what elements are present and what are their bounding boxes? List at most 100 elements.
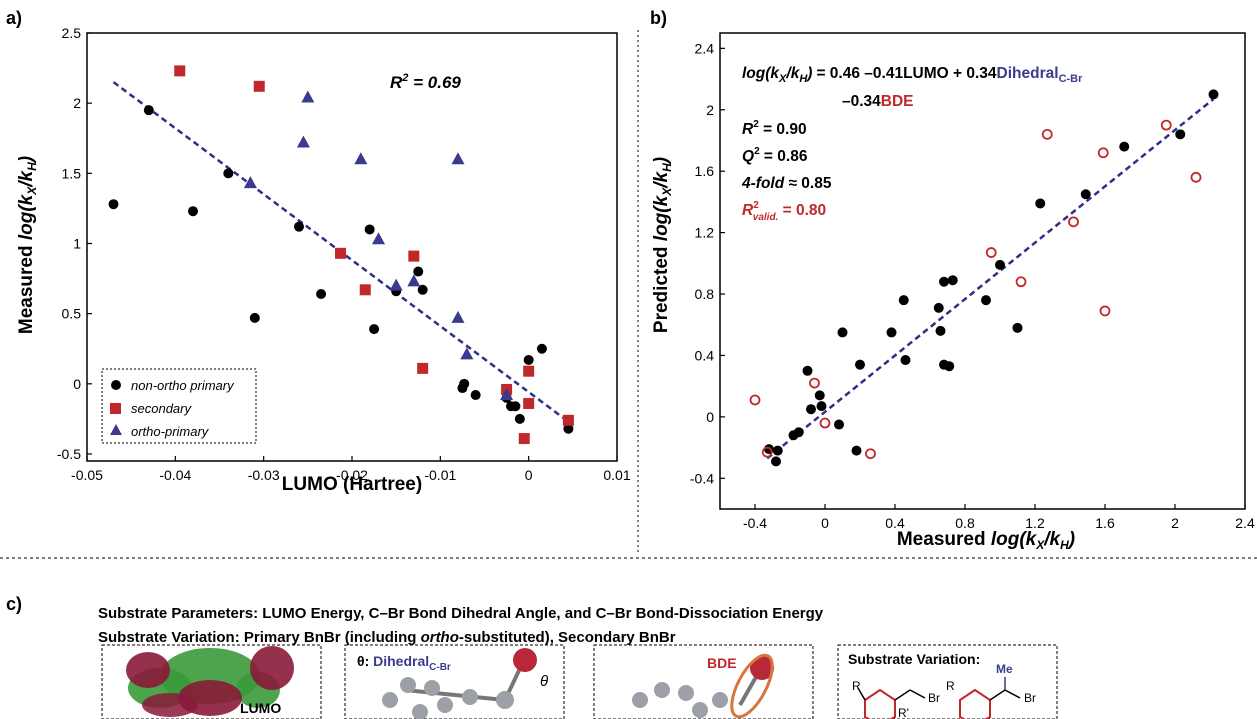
validation-point [1041,128,1053,140]
y-tick-label: 1 [73,235,81,251]
legend-marker-circle [111,380,121,390]
x-tick-label: 1.6 [1095,515,1115,531]
lumo-orbital-image [126,646,294,717]
training-point [1035,198,1046,209]
x-tick-label: 0 [525,467,533,483]
training-point [944,361,955,372]
panel-c-line2-post: -substituted), Secondary BnBr [458,629,676,646]
y-tick-label: 0 [73,376,81,392]
chart-b-stat-q2: Q2 = 0.86 [742,146,808,165]
chart-a-xlabel: LUMO (Hartree) [282,474,422,495]
non-ortho-primary-point [316,289,327,300]
secondary-point [359,284,371,296]
legend-label-ortho: ortho-primary [131,424,210,439]
bde-label: BDE [707,655,737,671]
substrate-br-label-1: Br [928,691,940,705]
training-point [898,295,909,306]
x-tick-label: 1.2 [1025,515,1045,531]
validation-point [1068,216,1079,228]
ortho-primary-point [389,278,403,291]
training-point [1208,89,1219,100]
ortho-primary-point [296,135,310,148]
panel-c-line2-em: ortho [420,629,459,646]
legend-marker-triangle [110,424,122,435]
chart-b-points [749,89,1219,467]
panel-c: LUMO θ: DihedralC-Br θ [101,644,1058,719]
non-ortho-primary-point [459,378,470,389]
chart-b-equation-line1: log(kX/kH) = 0.46 –0.41LUMO + 0.34Dihedra… [742,65,1083,85]
panel-c-line1: Substrate Parameters: LUMO Energy, C–Br … [98,605,824,622]
dihedral-molecule-image [382,648,537,719]
bde-molecule-image [632,653,774,719]
non-ortho-primary-point [294,221,304,232]
chart-a-points [108,65,574,445]
training-point [814,390,825,401]
ortho-primary-point [451,310,465,323]
secondary-point [523,365,535,377]
chart-b-stat-r2: R2 = 0.90 [742,119,807,138]
ortho-primary-point [372,232,385,245]
secondary-point [253,80,265,92]
x-tick-label: 2.4 [1235,515,1255,531]
training-point [806,404,816,415]
training-point [939,276,949,287]
y-tick-label: 1.2 [695,225,715,241]
x-tick-label: -0.05 [71,467,103,483]
training-point [1080,189,1091,200]
ortho-primary-point [460,347,474,360]
chart-b: -0.4 0 0.4 0.8 1.2 1.6 2 2.4 -0.4 0 0.4 0.8 1.2 1.6 2 2… [651,32,1255,552]
secondary-point [518,433,530,445]
legend-label-non-ortho: non-ortho primary [131,378,235,393]
panel-c-line2: Substrate Variation: Primary BnBr (inclu… [98,629,676,646]
substrate-variation-box [837,644,1058,719]
y-tick-label: 0.5 [62,306,82,322]
training-point [995,259,1005,270]
non-ortho-primary-point [369,324,380,335]
training-point [834,419,844,430]
non-ortho-primary-point [510,401,521,412]
chart-b-ticks: -0.4 0 0.4 0.8 1.2 1.6 2 2.4 -0.4 0 0.4 0.8 1.2 1.6 2 2… [690,40,1255,531]
non-ortho-primary-point [108,199,119,210]
secondary-point [523,397,535,409]
chart-b-equation-line2: –0.34BDE [842,93,914,110]
secondary-point [335,247,347,259]
bde-box [593,644,814,719]
lumo-label: LUMO [240,700,281,716]
x-tick-label: 0.4 [885,515,905,531]
dihedral-box [344,644,565,719]
non-ortho-primary-point [523,354,534,365]
training-point [1012,322,1023,333]
validation-point [1190,171,1202,183]
substrate-r-label-2: R [946,679,955,693]
training-point [886,327,897,338]
training-point [837,327,848,338]
dihedral-angle-label: θ [540,673,548,690]
dihedral-label: θ: DihedralC-Br [357,653,451,673]
validation-point [1160,119,1172,131]
validation-point [819,417,831,429]
validation-point [761,446,773,458]
legend-label-secondary: secondary [131,401,192,416]
non-ortho-primary-point [143,105,154,116]
validation-point [1097,147,1109,159]
training-point [900,355,911,366]
ortho-primary-point [407,274,421,287]
y-tick-label: 2 [73,95,81,111]
panel-label-b: b) [650,8,667,28]
x-tick-label: -0.4 [743,515,767,531]
non-ortho-primary-point [514,413,525,424]
training-point [947,275,958,286]
panel-label-a: a) [6,8,22,28]
legend-box [101,368,257,444]
secondary-point [408,250,420,262]
validation-point [809,377,820,389]
non-ortho-primary-point [563,423,574,434]
ortho-primary-point [301,90,315,103]
non-ortho-primary-point [417,284,428,295]
chart-b-xlabel: Measured log(kX/kH) [897,529,1075,552]
chart-a-legend: non-ortho primary secondary ortho-primar… [101,368,257,444]
ortho-primary-point [500,388,514,401]
ortho-primary-point [451,152,465,165]
y-tick-label: 1.6 [695,163,715,179]
